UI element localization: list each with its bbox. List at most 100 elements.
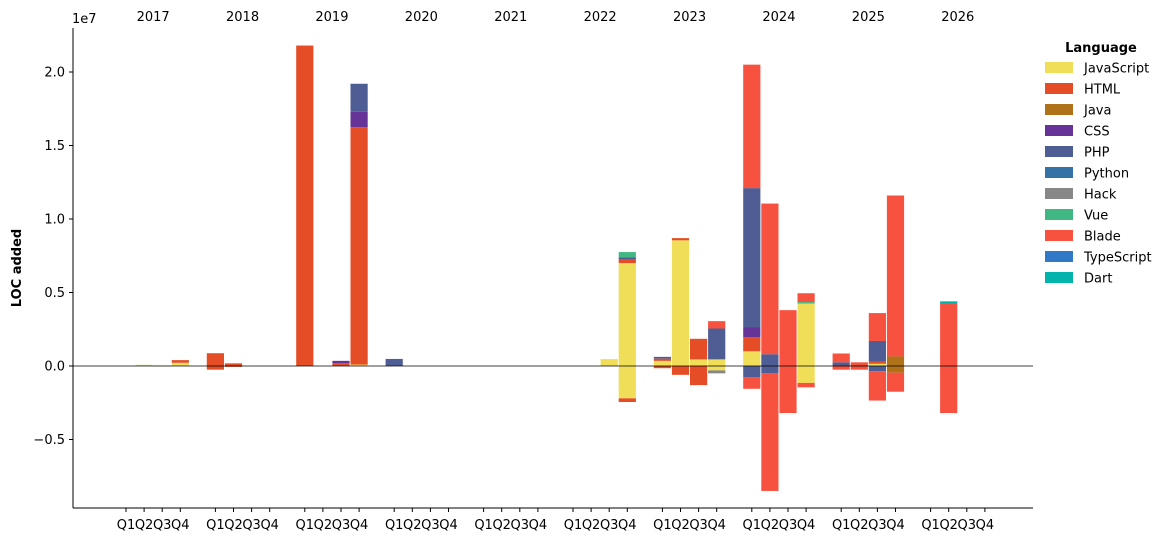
bar-segment — [296, 45, 314, 366]
quarter-label: Q2 — [403, 518, 422, 533]
bar-segment — [224, 363, 243, 366]
bar-segment — [779, 366, 797, 414]
bar-segment — [761, 354, 779, 366]
y-tick-label: −0.5 — [33, 433, 65, 448]
quarter-label: Q4 — [797, 518, 816, 533]
bar-segment — [206, 353, 224, 366]
bar-segment — [708, 328, 726, 360]
quarter-label: Q2 — [939, 518, 958, 533]
quarter-label: Q2 — [671, 518, 690, 533]
quarter-label: Q1 — [832, 518, 851, 533]
bar-segment — [940, 303, 958, 366]
quarter-label: Q2 — [492, 518, 511, 533]
y-tick-label: 0.0 — [44, 360, 65, 375]
bar-segment — [797, 382, 815, 388]
y-tick-label: 1.5 — [44, 139, 65, 154]
quarter-label: Q2 — [224, 518, 243, 533]
bars-layer — [135, 45, 958, 491]
bar-segment — [671, 238, 690, 241]
bar-segment — [618, 257, 636, 260]
quarter-label: Q4 — [439, 518, 458, 533]
legend-swatch — [1045, 209, 1073, 220]
legend-swatch — [1045, 251, 1073, 262]
legend-swatch — [1045, 104, 1073, 115]
quarter-label: Q3 — [332, 518, 351, 533]
quarter-label: Q3 — [868, 518, 887, 533]
bar-segment — [171, 360, 189, 363]
bar-segment — [618, 263, 636, 366]
bar-segment — [743, 188, 761, 328]
quarter-label: Q1 — [117, 518, 136, 533]
bar-segment — [832, 353, 850, 363]
bar-segment — [350, 127, 368, 365]
quarter-label: Q2 — [850, 518, 869, 533]
quarter-label: Q2 — [314, 518, 333, 533]
bar-segment — [868, 313, 886, 342]
bar-segment — [868, 371, 886, 401]
bar-segment — [708, 321, 726, 329]
bar-segment — [743, 64, 761, 189]
bar-segment — [350, 364, 368, 366]
quarter-label: Q1 — [474, 518, 493, 533]
bar-segment — [385, 358, 403, 366]
bar-segment — [832, 366, 850, 370]
bar-segment — [886, 372, 905, 392]
quarter-label: Q4 — [350, 518, 369, 533]
bar-segment — [779, 310, 797, 366]
legend-label: Dart — [1084, 272, 1112, 287]
bar-segment — [708, 370, 726, 374]
bar-segment — [886, 195, 905, 357]
quarter-label: Q4 — [171, 518, 190, 533]
legend-label: JavaScript — [1083, 62, 1149, 77]
quarter-label: Q1 — [743, 518, 762, 533]
bar-segment — [618, 366, 636, 399]
legend-label: CSS — [1084, 125, 1110, 140]
legend-title: Language — [1065, 41, 1137, 56]
bar-segment — [653, 366, 671, 369]
quarter-label: Q2 — [135, 518, 154, 533]
year-label: 2017 — [137, 10, 170, 25]
y-tick-label: 0.5 — [44, 286, 65, 301]
year-label: 2020 — [405, 10, 438, 25]
bar-segment — [653, 360, 671, 366]
y-tick-label: 1.0 — [44, 213, 65, 228]
bar-segment — [224, 366, 243, 367]
bar-segment — [797, 366, 815, 383]
bar-segment — [671, 240, 690, 366]
quarter-label: Q3 — [421, 518, 440, 533]
bar-segment — [618, 398, 636, 403]
bar-segment — [135, 364, 153, 366]
year-label: 2024 — [762, 10, 795, 25]
bar-segment — [743, 366, 761, 378]
bar-segment — [708, 366, 726, 371]
quarter-label: Q2 — [582, 518, 601, 533]
legend-label: Java — [1083, 104, 1111, 119]
legend-label: TypeScript — [1083, 251, 1152, 266]
legend-label: HTML — [1084, 83, 1121, 98]
legend-swatch — [1045, 125, 1073, 136]
legend-swatch — [1045, 230, 1073, 241]
quarter-label: Q3 — [600, 518, 619, 533]
bar-segment — [761, 203, 779, 355]
quarter-label: Q3 — [689, 518, 708, 533]
quarter-label: Q4 — [707, 518, 726, 533]
bar-segment — [600, 359, 618, 366]
bar-segment — [206, 366, 224, 370]
legend-swatch — [1045, 62, 1073, 73]
quarter-label: Q3 — [153, 518, 172, 533]
quarter-label: Q2 — [761, 518, 780, 533]
bar-segment — [850, 362, 868, 365]
bar-segment — [743, 327, 761, 338]
bar-segment — [868, 341, 886, 362]
bar-segment — [850, 364, 868, 366]
quarter-label: Q3 — [242, 518, 261, 533]
year-label: 2019 — [315, 10, 348, 25]
y-tick-label: 2.0 — [44, 66, 65, 81]
y-axis-scale-label: 1e7 — [72, 12, 97, 27]
quarter-label: Q1 — [385, 518, 404, 533]
bar-segment — [868, 363, 886, 366]
quarter-label: Q3 — [511, 518, 530, 533]
legend-swatch — [1045, 188, 1073, 199]
